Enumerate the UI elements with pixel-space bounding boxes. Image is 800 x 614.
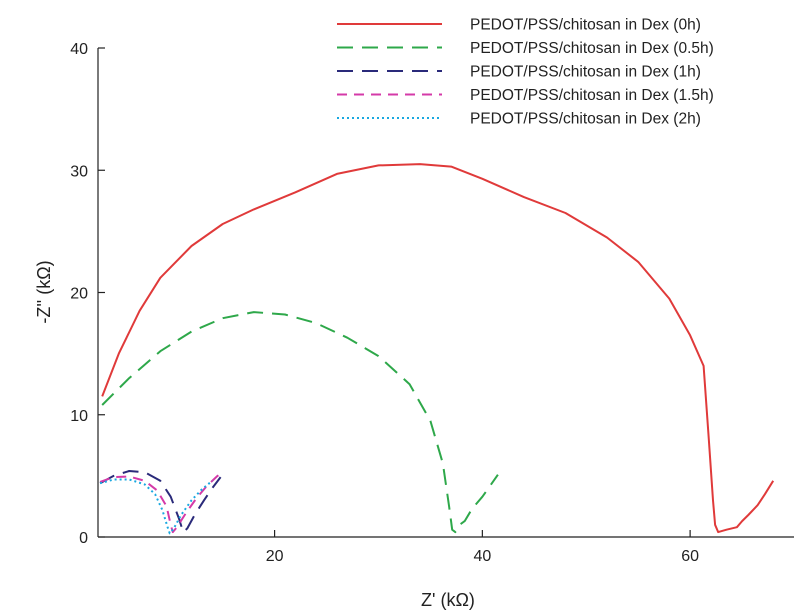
x-tick-label: 60 xyxy=(681,548,699,565)
x-tick-label: 20 xyxy=(266,548,284,565)
series-line-1 xyxy=(101,311,499,534)
y-axis-ticks: 0 10 20 30 40 xyxy=(70,41,105,547)
y-tick-label: 20 xyxy=(70,286,88,303)
y-tick-label: 40 xyxy=(70,41,88,58)
x-axis-ticks: 20 40 60 xyxy=(266,530,699,565)
x-tick-label: 40 xyxy=(473,548,491,565)
series-line-4 xyxy=(99,478,213,535)
series-line-0 xyxy=(101,163,775,534)
y-tick-label: 10 xyxy=(70,408,88,425)
y-tick-label: 0 xyxy=(79,530,88,547)
series-line-2 xyxy=(99,470,222,534)
legend-label-2: PEDOT/PSS/chitosan in Dex (1h) xyxy=(470,64,701,81)
legend-label-4: PEDOT/PSS/chitosan in Dex (2h) xyxy=(470,111,701,128)
legend-label-0: PEDOT/PSS/chitosan in Dex (0h) xyxy=(470,17,701,34)
legend: PEDOT/PSS/chitosan in Dex (0h) PEDOT/PSS/… xyxy=(337,17,714,128)
y-tick-label: 30 xyxy=(70,163,88,180)
legend-label-1: PEDOT/PSS/chitosan in Dex (0.5h) xyxy=(470,40,714,57)
y-axis-label: -Z'' (kΩ) xyxy=(34,260,54,323)
legend-label-3: PEDOT/PSS/chitosan in Dex (1.5h) xyxy=(470,87,714,104)
series-layer xyxy=(99,163,775,535)
x-axis-label: Z' (kΩ) xyxy=(421,590,475,610)
